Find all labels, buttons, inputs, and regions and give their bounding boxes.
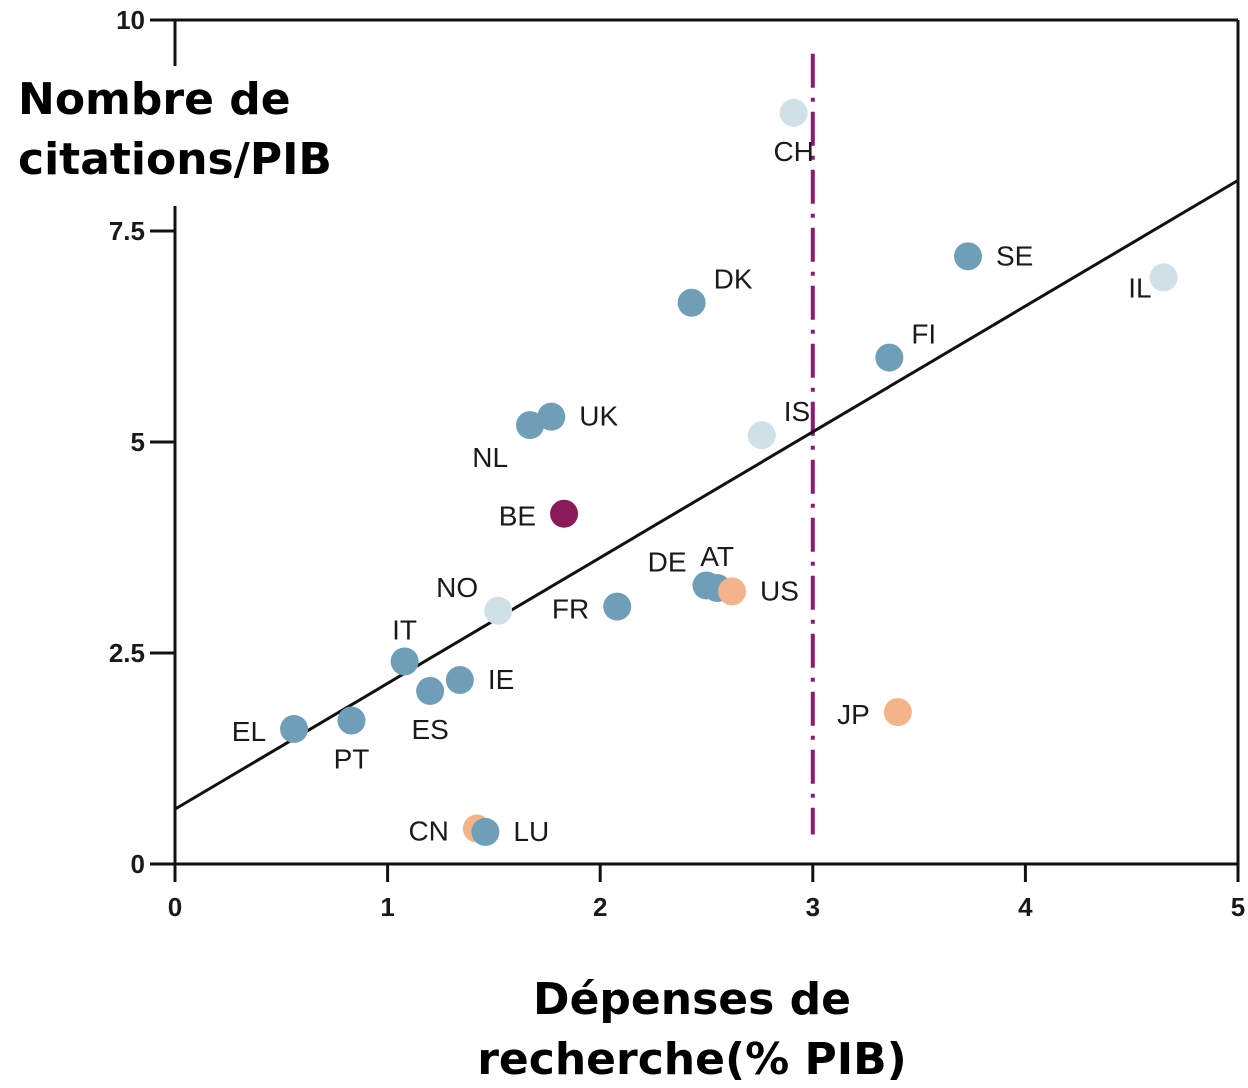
data-point-es: [416, 676, 445, 705]
data-point-it: [390, 647, 419, 676]
point-label-de: DE: [648, 546, 687, 577]
point-label-dk: DK: [714, 264, 753, 295]
point-label-at: AT: [700, 541, 734, 572]
data-point-is: [747, 421, 776, 450]
data-point-ie: [445, 666, 474, 695]
x-tick-label: 3: [806, 892, 820, 922]
point-label-us: US: [760, 575, 799, 606]
regression-line: [174, 179, 1239, 811]
data-point-fr: [603, 592, 632, 621]
point-label-es: ES: [411, 714, 448, 745]
data-point-us: [718, 577, 747, 606]
point-label-pt: PT: [334, 744, 370, 775]
y-tick-label: 10: [116, 5, 145, 35]
data-point-nl: [516, 411, 545, 440]
x-axis-title-line: recherche(% PIB): [477, 1034, 907, 1085]
y-axis-title-backing: [12, 66, 344, 206]
point-label-se: SE: [996, 240, 1033, 271]
point-label-uk: UK: [579, 401, 618, 432]
x-tick-label: 5: [1231, 892, 1245, 922]
data-point-jp: [883, 698, 912, 727]
y-tick-label: 7.5: [109, 216, 145, 246]
point-label-ch: CH: [773, 136, 813, 167]
data-point-no: [484, 596, 513, 625]
x-tick-label: 0: [168, 892, 182, 922]
point-label-no: NO: [436, 572, 478, 603]
data-point-il: [1149, 263, 1178, 292]
data-point-se: [953, 242, 982, 271]
data-point-el: [280, 714, 309, 743]
point-label-cn: CN: [408, 816, 448, 847]
data-point-dk: [677, 288, 706, 317]
point-label-el: EL: [232, 716, 266, 747]
point-label-il: IL: [1128, 272, 1151, 303]
y-axis-title-line: Nombre de: [18, 74, 291, 125]
x-tick-label: 4: [1018, 892, 1033, 922]
data-point-de: [692, 571, 721, 600]
data-point-fi: [875, 343, 904, 372]
y-tick-label: 2.5: [109, 638, 145, 668]
data-point-be: [550, 499, 579, 528]
point-label-nl: NL: [472, 442, 508, 473]
y-tick-label: 5: [131, 427, 145, 457]
data-point-lu: [471, 817, 500, 846]
data-point-pt: [337, 706, 366, 735]
point-label-is: IS: [784, 396, 810, 427]
point-label-be: BE: [499, 501, 536, 532]
point-label-ie: IE: [488, 664, 514, 695]
point-label-fi: FI: [911, 319, 936, 350]
data-point-ch: [779, 98, 808, 127]
x-tick-label: 1: [380, 892, 394, 922]
y-axis-title-line: citations/PIB: [18, 134, 332, 185]
point-label-jp: JP: [837, 699, 870, 730]
y-tick-label: 0: [131, 849, 145, 879]
data-point-uk: [537, 402, 566, 431]
point-label-it: IT: [392, 614, 417, 645]
point-label-fr: FR: [552, 594, 589, 625]
point-label-lu: LU: [513, 816, 549, 847]
x-axis-title-line: Dépenses de: [533, 974, 851, 1025]
x-tick-label: 2: [593, 892, 607, 922]
